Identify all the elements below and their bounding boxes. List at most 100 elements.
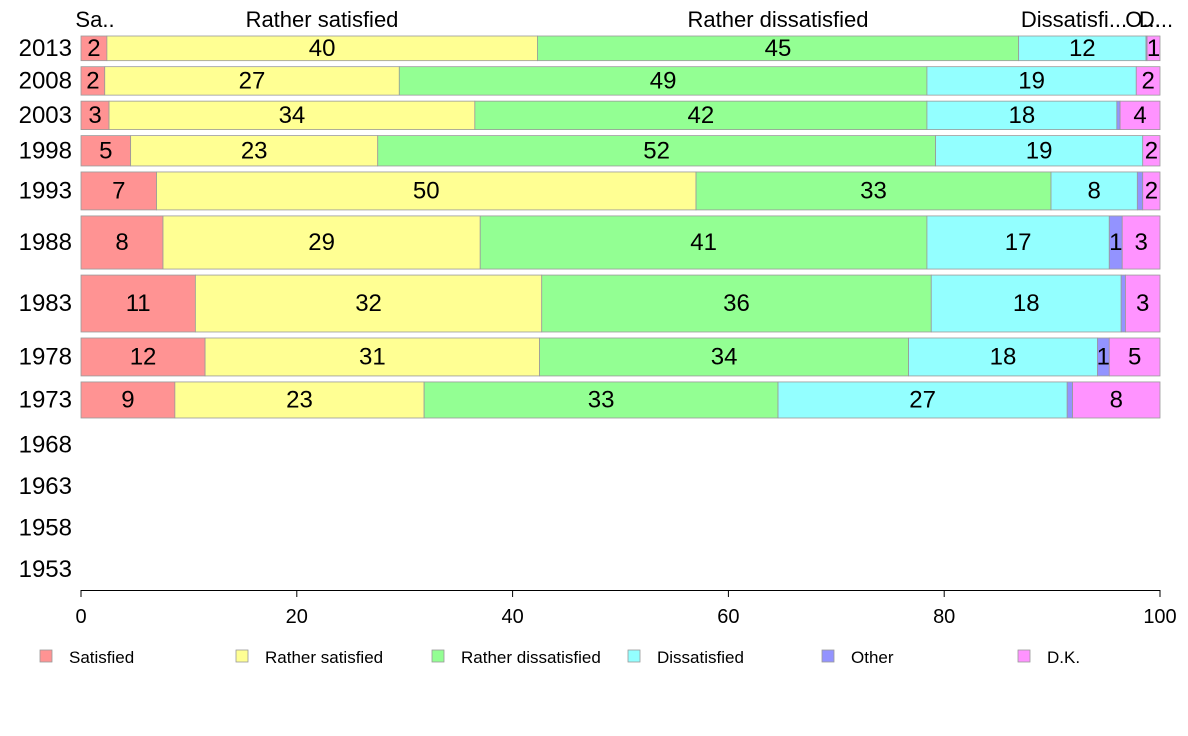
top-category-label: Rather dissatisfied — [688, 7, 869, 32]
y-axis: 2013 2008 2003 1998 1993 1988 1983 1978 1973 1968… — [19, 35, 72, 583]
data-label: 12 — [1069, 35, 1096, 62]
data-label: 1 — [1097, 343, 1110, 370]
y-tick-label: 1998 — [19, 137, 72, 164]
bar-segment — [1066, 381, 1074, 419]
legend-swatch — [627, 649, 641, 663]
bar-segment — [1050, 171, 1138, 211]
x-tick-label: 60 — [717, 606, 739, 628]
bar-segment — [1136, 171, 1144, 211]
data-label: 8 — [1088, 177, 1101, 204]
data-label: 23 — [286, 386, 313, 413]
bar-segment — [130, 135, 379, 167]
data-label: 3 — [88, 102, 101, 129]
y-tick-label: 1963 — [19, 473, 72, 500]
legend: Satisfied Rather satisfied Rather dissatis… — [39, 648, 1080, 667]
data-label: 2 — [1145, 137, 1158, 164]
bar-segment — [80, 337, 206, 377]
top-category-label: O... — [1125, 7, 1160, 32]
legend-swatch — [821, 649, 835, 663]
y-tick-label: 1978 — [19, 343, 72, 370]
data-label: 27 — [239, 67, 266, 94]
bar-segment — [194, 274, 543, 333]
top-category-labels: Sa.. Rather satisfied Rather dissatisfied D… — [75, 7, 1173, 32]
data-label: 41 — [690, 229, 717, 256]
legend-label: Satisfied — [69, 648, 134, 667]
data-label: 3 — [1136, 290, 1149, 317]
data-label: 3 — [1134, 229, 1147, 256]
data-label: 40 — [309, 35, 336, 62]
data-label: 34 — [279, 102, 306, 129]
legend-label: Other — [851, 648, 894, 667]
data-label: 1 — [1109, 229, 1122, 256]
bar-segment — [104, 66, 400, 96]
data-label: 19 — [1026, 137, 1053, 164]
bar-segment — [174, 381, 425, 419]
bar-segment — [539, 337, 909, 377]
data-label: 4 — [1133, 102, 1146, 129]
data-label: 8 — [115, 229, 128, 256]
bar-segment — [162, 215, 481, 270]
bar-segment — [930, 274, 1122, 333]
bar-segment — [80, 215, 164, 270]
legend-label: Rather satisfied — [265, 648, 383, 667]
bar-segment — [1116, 100, 1121, 131]
data-label: 33 — [860, 177, 887, 204]
data-label: 12 — [130, 343, 157, 370]
data-label: 45 — [765, 35, 792, 62]
data-label: 2 — [1145, 177, 1158, 204]
data-label: 8 — [1110, 386, 1123, 413]
data-label: 11 — [126, 290, 151, 317]
bar-segment — [479, 215, 928, 270]
data-label: 17 — [1005, 229, 1032, 256]
bar-segment — [1121, 215, 1161, 270]
legend-label: Dissatisfied — [657, 648, 744, 667]
data-label: 27 — [909, 386, 936, 413]
bar-segment — [80, 35, 108, 62]
bar-segment — [695, 171, 1052, 211]
legend-swatch — [1017, 649, 1031, 663]
bar-segment — [541, 274, 932, 333]
bar-segment — [1120, 274, 1126, 333]
data-label: 29 — [308, 229, 335, 256]
y-tick-label: 1968 — [19, 431, 72, 458]
bar-segment — [1125, 274, 1161, 333]
data-label: 50 — [413, 177, 440, 204]
data-label: 34 — [711, 343, 738, 370]
data-label: 42 — [688, 102, 715, 129]
bar-segment — [1142, 135, 1161, 167]
bar-segment — [537, 35, 1020, 62]
bar-segment — [777, 381, 1068, 419]
bar-segment — [398, 66, 928, 96]
data-label: 33 — [588, 386, 615, 413]
data-label: 23 — [241, 137, 268, 164]
legend-swatch — [235, 649, 249, 663]
data-label: 5 — [1128, 343, 1141, 370]
data-label: 18 — [990, 343, 1017, 370]
top-category-label: Dissatisfi... — [1021, 7, 1127, 32]
y-tick-label: 2008 — [19, 67, 72, 94]
y-tick-label: 1953 — [19, 556, 72, 583]
data-label: 19 — [1018, 67, 1045, 94]
bar-segment — [80, 171, 157, 211]
top-category-label: Rather satisfied — [246, 7, 399, 32]
bar-segment — [926, 215, 1110, 270]
y-tick-label: 2013 — [19, 35, 72, 62]
bar-segment — [423, 381, 779, 419]
legend-label: Rather dissatisfied — [461, 648, 601, 667]
bar-segment — [935, 135, 1144, 167]
y-tick-label: 1983 — [19, 290, 72, 317]
y-tick-label: 2003 — [19, 102, 72, 129]
data-label: 32 — [355, 290, 382, 317]
data-label: 49 — [650, 67, 677, 94]
bar-segment — [80, 135, 132, 167]
bar-segment — [80, 274, 196, 333]
y-tick-label: 1973 — [19, 386, 72, 413]
x-tick-label: 100 — [1143, 606, 1176, 628]
x-axis: 0 20 40 60 80 100 — [75, 590, 1177, 628]
bar-segment — [926, 100, 1118, 131]
bar-segment — [1142, 171, 1161, 211]
data-label: 9 — [121, 386, 134, 413]
data-label: 5 — [99, 137, 112, 164]
bar-segment — [377, 135, 936, 167]
bar-segment — [1108, 337, 1161, 377]
